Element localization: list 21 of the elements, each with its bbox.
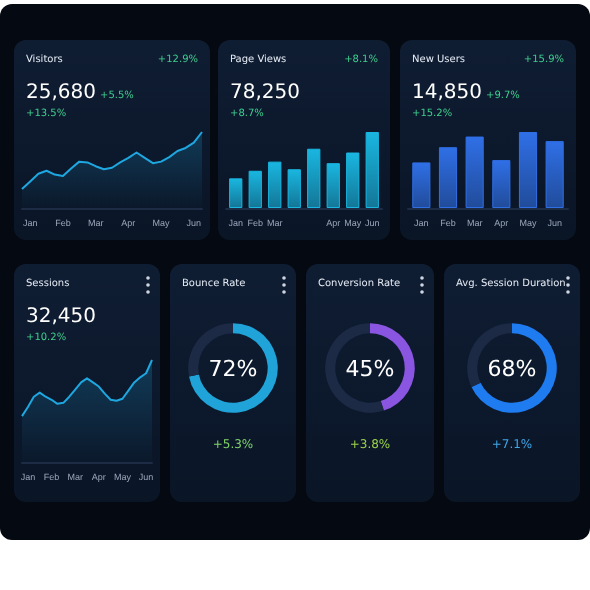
text: 45% xyxy=(343,356,397,382)
bar xyxy=(268,161,282,208)
bar xyxy=(545,141,564,208)
bar xyxy=(412,162,431,208)
text: 68% xyxy=(485,356,539,382)
bar xyxy=(438,147,458,208)
bar xyxy=(465,136,484,208)
bar xyxy=(346,152,360,208)
bar xyxy=(326,163,340,208)
bar xyxy=(248,170,262,208)
chart-subtitle: 14,850 xyxy=(412,82,482,104)
bar xyxy=(365,132,379,208)
bar xyxy=(492,160,511,208)
chart-subtitle: 25,680 xyxy=(26,82,96,104)
bar xyxy=(518,132,538,208)
bar xyxy=(307,148,321,208)
chart-subtitle: 78,250 xyxy=(230,82,300,104)
text: 72% xyxy=(206,356,260,382)
chart-subtitle: 32,450 xyxy=(26,306,96,328)
bar xyxy=(229,178,243,208)
bar xyxy=(287,169,301,208)
